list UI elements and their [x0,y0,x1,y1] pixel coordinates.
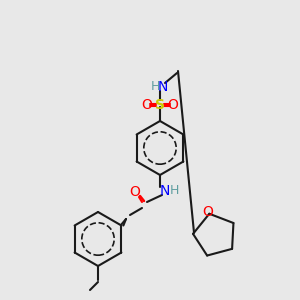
Text: N: N [160,184,170,198]
Text: O: O [202,205,213,219]
Text: O: O [168,98,178,112]
Text: H: H [150,80,160,94]
Text: H: H [169,184,179,197]
Text: N: N [158,80,168,94]
Text: O: O [130,185,140,199]
Text: O: O [142,98,152,112]
Text: S: S [155,98,165,112]
